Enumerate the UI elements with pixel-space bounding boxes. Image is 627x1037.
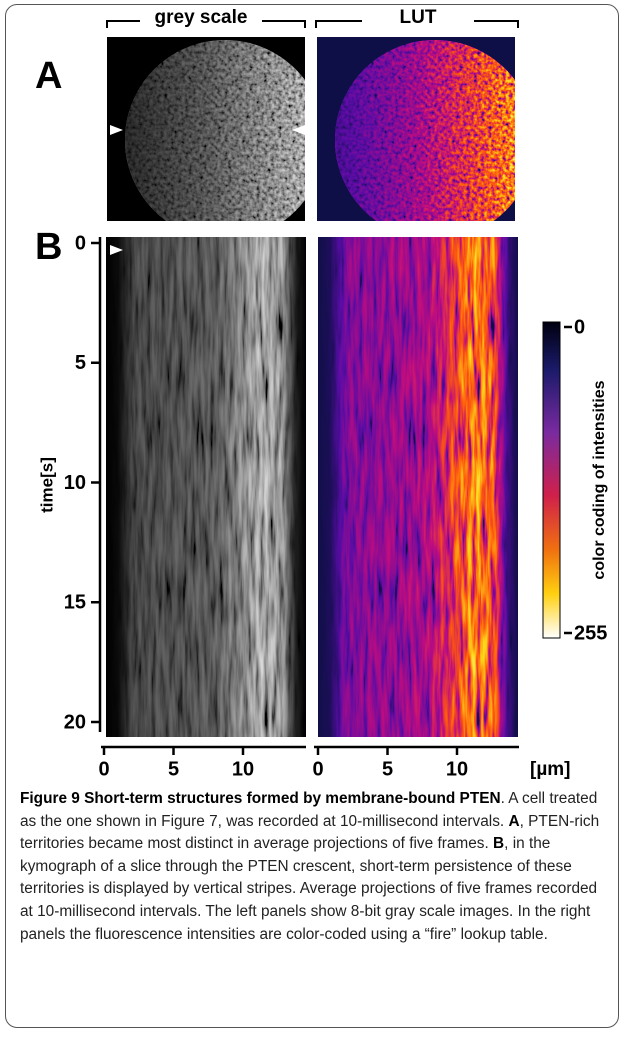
caption-text: . A cell treated as the one shown in Fig… [20, 790, 598, 830]
x-tick-label: 10 [232, 758, 254, 780]
x-tick-label: 10 [446, 758, 468, 780]
x-tick-label: 5 [168, 758, 179, 780]
caption-text: , in the kymograph of a slice through th… [20, 835, 598, 943]
figure-caption: Figure 9 Short-term structures formed by… [20, 788, 612, 946]
arrowhead [292, 125, 305, 135]
y-axis-title: time[s] [37, 457, 56, 513]
grey-kymograph [106, 237, 306, 737]
x-tick-label: 5 [382, 758, 393, 780]
panel-label: B [35, 226, 62, 268]
header-grey-scale: grey scale [155, 7, 248, 28]
colorbar-label: color coding of intensities [591, 380, 608, 579]
caption-text: , PTEN-rich territories became most dist… [20, 812, 600, 853]
y-tick-label: 10 [64, 472, 86, 494]
x-tick-label: 0 [98, 758, 109, 780]
y-tick-label: 15 [64, 592, 86, 614]
colorbar [542, 321, 561, 639]
grey-cell-image [107, 37, 305, 221]
x-axis-unit: [µm] [530, 759, 571, 780]
caption-text: A [508, 812, 520, 830]
arrowhead [110, 245, 123, 255]
caption-text: B [493, 835, 505, 853]
figure-frame [5, 4, 619, 1028]
colorbar-tick-label: 255 [574, 622, 607, 644]
header-lut: LUT [400, 7, 437, 28]
lut-kymograph [318, 237, 518, 737]
caption-text: Figure 9 Short-term structures formed by… [20, 790, 501, 807]
y-tick-label: 20 [64, 711, 86, 733]
lut-cell-image [317, 37, 515, 221]
header-bracket [106, 20, 519, 28]
y-tick-label: 5 [75, 352, 86, 374]
figure: A grey scale LUT B time[s] [µm] color co… [35, 7, 608, 780]
panel-label: A [35, 55, 62, 97]
x-tick-label: 0 [312, 758, 323, 780]
colorbar-tick-label: 0 [574, 316, 585, 338]
arrowhead [110, 125, 123, 135]
y-tick-label: 0 [75, 232, 86, 254]
